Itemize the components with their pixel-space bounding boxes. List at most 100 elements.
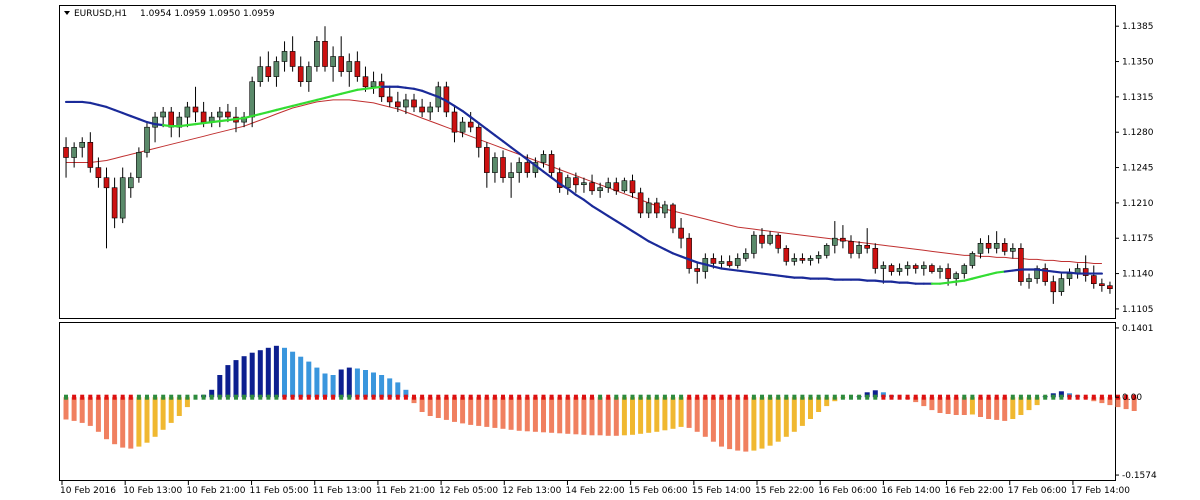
histogram-bar bbox=[1099, 397, 1105, 404]
histogram-bar bbox=[1018, 397, 1024, 415]
candle bbox=[1050, 275, 1057, 304]
candle-body bbox=[459, 121, 466, 133]
histogram-bar bbox=[128, 397, 134, 449]
candle bbox=[929, 263, 935, 274]
signal-dot bbox=[784, 394, 789, 400]
candle-body bbox=[597, 187, 603, 191]
histogram-bar bbox=[354, 368, 360, 398]
histogram-bar bbox=[104, 397, 109, 440]
signal-dot bbox=[153, 394, 158, 400]
fast-ma-segment bbox=[162, 124, 173, 128]
candle bbox=[993, 231, 1000, 254]
fast-ma-segment bbox=[679, 255, 691, 261]
candle bbox=[896, 263, 903, 276]
time-tick-label: 11 Feb 13:00 bbox=[313, 486, 372, 496]
signal-dot bbox=[136, 394, 141, 400]
candle bbox=[767, 231, 773, 246]
oscillator-tick-label: 0.1401 bbox=[1122, 324, 1154, 334]
signal-dot bbox=[929, 394, 934, 400]
fast-ma-segment bbox=[744, 270, 755, 274]
candle bbox=[1091, 265, 1097, 289]
time-tick-label: 15 Feb 06:00 bbox=[629, 486, 688, 496]
signal-dot bbox=[1002, 394, 1007, 400]
fast-ma-segment bbox=[599, 209, 610, 218]
histogram-bar bbox=[581, 397, 587, 435]
candle bbox=[751, 231, 757, 259]
signal-dot bbox=[598, 394, 603, 400]
fast-ma-segment bbox=[137, 117, 149, 124]
histogram-bar bbox=[751, 397, 757, 451]
histogram-bar bbox=[516, 397, 522, 431]
candle-body bbox=[403, 99, 409, 108]
candle bbox=[937, 265, 943, 279]
signal-dot bbox=[460, 394, 465, 400]
fast-ma-segment bbox=[987, 271, 998, 276]
candle-body bbox=[718, 261, 725, 264]
collapse-arrow-icon[interactable] bbox=[64, 11, 70, 15]
histogram-bar bbox=[387, 378, 393, 398]
fast-ma-segment bbox=[857, 278, 869, 282]
candle-body bbox=[864, 245, 871, 249]
histogram-bar bbox=[1115, 397, 1121, 408]
candle-body bbox=[945, 268, 951, 279]
candle-body bbox=[362, 76, 369, 88]
histogram-bar bbox=[1002, 397, 1008, 421]
candle bbox=[653, 197, 660, 219]
signal-dot bbox=[1059, 394, 1064, 400]
candle bbox=[152, 112, 158, 143]
candle bbox=[160, 106, 166, 128]
signal-dot bbox=[654, 394, 659, 400]
signal-dot bbox=[88, 394, 93, 400]
fast-ma-segment bbox=[251, 112, 262, 118]
histogram-bar bbox=[670, 397, 676, 429]
candle-body bbox=[354, 61, 361, 77]
candle-body bbox=[734, 258, 741, 266]
candle bbox=[1058, 273, 1065, 296]
candle-body bbox=[613, 182, 620, 192]
signal-dot bbox=[994, 394, 999, 400]
histogram-bar bbox=[702, 397, 708, 437]
fast-ma-segment bbox=[121, 111, 132, 118]
candle-body bbox=[1026, 278, 1032, 282]
candle-body bbox=[1042, 268, 1048, 282]
fast-ma-segment bbox=[218, 118, 229, 123]
candle bbox=[953, 271, 960, 286]
oscillator-axis: 0.1401 0.00 -0.1574 bbox=[1115, 324, 1157, 481]
fast-ma-segment bbox=[752, 271, 764, 275]
candle-body bbox=[848, 241, 854, 254]
time-tick-label: 15 Feb 14:00 bbox=[692, 486, 751, 496]
histogram-bar bbox=[330, 375, 336, 398]
signal-dot bbox=[395, 394, 400, 400]
candle bbox=[556, 167, 563, 193]
time-axis: 10 Feb 2016 10 Feb 13:00 10 Feb 21:00 11 Fe… bbox=[60, 481, 1130, 496]
signal-dot bbox=[743, 394, 748, 400]
fast-ma-segment bbox=[291, 102, 302, 108]
candle bbox=[613, 177, 620, 195]
candle bbox=[759, 228, 765, 249]
signal-dot bbox=[905, 394, 910, 400]
candle-body bbox=[249, 81, 255, 118]
fast-ma-segment bbox=[574, 193, 586, 201]
candle bbox=[823, 243, 830, 259]
signal-dot bbox=[420, 394, 425, 400]
fast-ma-segment bbox=[696, 261, 707, 266]
histogram-bar bbox=[921, 397, 927, 407]
candle bbox=[297, 56, 304, 87]
fast-ma-segment bbox=[202, 121, 213, 125]
fast-ma-segment bbox=[259, 110, 270, 116]
histogram-bar bbox=[476, 397, 482, 426]
fast-ma-segment bbox=[947, 280, 958, 284]
histogram-bar bbox=[573, 397, 579, 435]
signal-dot bbox=[590, 394, 594, 400]
signal-dot bbox=[306, 394, 311, 400]
histogram-bar bbox=[176, 397, 182, 416]
candle-body bbox=[678, 227, 684, 239]
fast-ma-segment bbox=[81, 100, 92, 105]
histogram-bar bbox=[290, 351, 296, 398]
candle-body bbox=[767, 234, 773, 244]
fast-ma-segment bbox=[404, 86, 416, 90]
candle bbox=[621, 177, 628, 193]
histogram-bar bbox=[646, 397, 652, 433]
fast-ma-segment bbox=[1011, 268, 1023, 272]
histogram-bar bbox=[484, 397, 490, 427]
